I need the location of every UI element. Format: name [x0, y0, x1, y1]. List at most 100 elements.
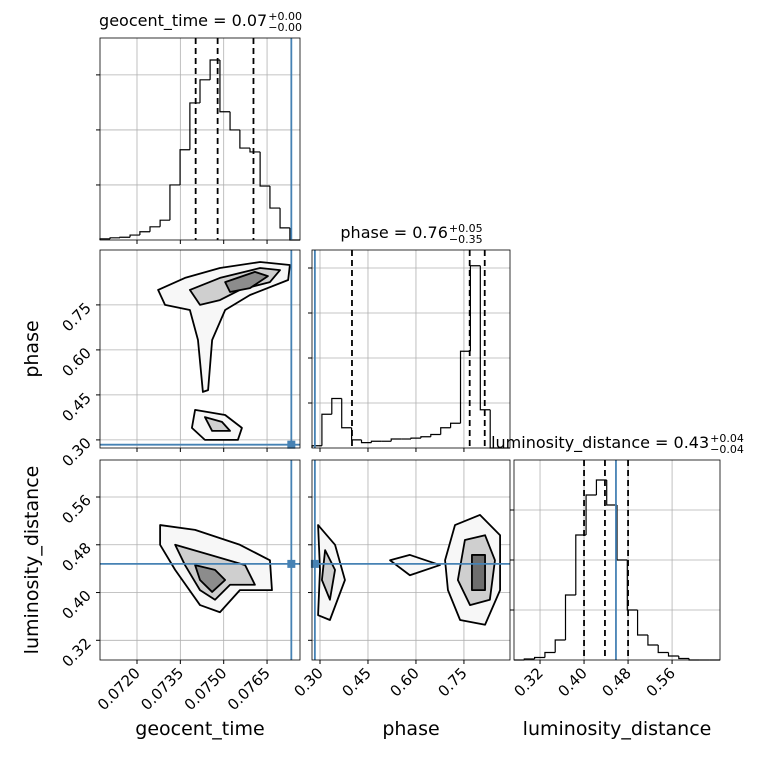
- y-axis-label: phase: [21, 320, 43, 377]
- title-upper: +0.00: [268, 10, 302, 23]
- panel-border: [513, 459, 721, 661]
- hist-bin: [229, 111, 240, 131]
- contour: [471, 554, 486, 592]
- hist-bin: [430, 433, 441, 437]
- hist-bin: [390, 438, 402, 442]
- panel: 0.32 0.40 0.48 0.56 luminosity_distance = 0.…: [491, 432, 744, 740]
- panel-title: luminosity_distance = 0.43: [491, 433, 709, 453]
- title-lower: −0.35: [449, 233, 483, 246]
- truth-marker: [310, 559, 319, 568]
- contour: [389, 554, 441, 577]
- hist-bin: [169, 184, 181, 221]
- hist-bin: [595, 479, 607, 495]
- hist-bin: [544, 651, 556, 658]
- hist-bin: [239, 129, 250, 149]
- contour: [224, 271, 269, 293]
- panel: 0.30 0.45 0.60 0.75 phase: [21, 249, 301, 470]
- hist-bin: [159, 219, 170, 227]
- x-tick-label: 0.56: [643, 664, 679, 700]
- hist-bin: [657, 645, 669, 654]
- hist-bin: [616, 505, 628, 561]
- hist-bin: [139, 231, 150, 236]
- hist-bin: [606, 480, 617, 506]
- hist-bin: [321, 413, 332, 446]
- panel-border: [99, 249, 301, 449]
- hist-bin: [259, 151, 270, 187]
- panel-frame: [100, 38, 300, 240]
- title-upper: +0.04: [710, 432, 744, 445]
- x-tick-label: 0.45: [338, 664, 374, 700]
- hist-bin: [279, 208, 290, 229]
- hist-bin: [636, 610, 648, 636]
- x-tick-label: 0.0720: [94, 664, 144, 714]
- hist-bin: [459, 350, 471, 424]
- hist-bin: [219, 60, 231, 113]
- panel: 0.30 0.45 0.60 0.75 phase: [290, 459, 511, 740]
- hist-bin: [450, 422, 461, 428]
- x-axis-label: luminosity_distance: [523, 718, 712, 740]
- y-axis-label: luminosity_distance: [21, 466, 43, 655]
- hist-bin: [199, 79, 211, 103]
- panel: geocent_time = 0.07 +0.00−0.00: [96, 10, 302, 244]
- x-tick-label: 0.32: [511, 664, 547, 700]
- hist-bin: [209, 59, 220, 80]
- hist-bin: [667, 652, 679, 657]
- panel-border: [311, 249, 511, 449]
- panel-border: [99, 37, 301, 241]
- x-tick-label: 0.0765: [224, 664, 274, 714]
- y-tick-label: 0.32: [58, 634, 94, 670]
- y-tick-label: 0.60: [58, 344, 94, 380]
- y-tick-label: 0.40: [58, 587, 94, 623]
- hist-bin: [119, 236, 131, 238]
- hist-bin: [249, 148, 261, 153]
- hist-bin: [647, 635, 659, 646]
- hist-bin: [129, 234, 140, 238]
- title-lower: −0.04: [710, 443, 744, 456]
- hist-bin: [179, 149, 190, 185]
- contour: [204, 416, 231, 432]
- y-tick-label: 0.30: [58, 434, 94, 470]
- panel: phase = 0.76 +0.05−0.35: [308, 222, 511, 452]
- panel-title: geocent_time = 0.07: [99, 11, 267, 31]
- hist-bin: [331, 397, 342, 415]
- x-tick-label: 0.60: [386, 664, 422, 700]
- panel-title: phase = 0.76: [340, 223, 447, 242]
- hist-bin: [678, 656, 690, 660]
- x-tick-label: 0.75: [434, 664, 470, 700]
- y-tick-label: 0.45: [58, 389, 94, 425]
- x-axis-label: geocent_time: [135, 718, 264, 740]
- truth-marker: [287, 559, 296, 568]
- hist-bin: [575, 534, 587, 595]
- truth-marker: [287, 440, 296, 449]
- hist-bin: [370, 440, 382, 443]
- x-tick-label: 0.30: [290, 664, 326, 700]
- hist-bin: [269, 186, 281, 209]
- hist-bin: [554, 639, 566, 653]
- hist-bin: [440, 427, 451, 435]
- hist-bin: [410, 437, 421, 439]
- hist-bin: [341, 398, 352, 429]
- x-tick-label: 0.40: [555, 664, 591, 700]
- x-tick-label: 0.0735: [137, 664, 187, 714]
- y-tick-label: 0.56: [58, 491, 94, 527]
- y-tick-label: 0.75: [58, 299, 94, 335]
- contour: [157, 261, 291, 393]
- title-lower: −0.00: [268, 21, 302, 34]
- hist-bin: [585, 494, 597, 535]
- title-upper: +0.05: [449, 222, 483, 235]
- hist-bin: [533, 656, 545, 659]
- x-axis-label: phase: [382, 718, 439, 740]
- hist-bin: [420, 436, 431, 439]
- hist-bin: [479, 265, 491, 411]
- panel-frame: [312, 250, 510, 448]
- contour: [194, 564, 227, 593]
- hist-bin: [564, 594, 576, 640]
- hist-bin: [149, 226, 161, 232]
- y-tick-label: 0.48: [58, 539, 94, 575]
- hist-bin: [189, 102, 200, 150]
- panel-border: [99, 459, 301, 661]
- hist-bin: [109, 237, 120, 239]
- x-tick-label: 0.0750: [181, 664, 231, 714]
